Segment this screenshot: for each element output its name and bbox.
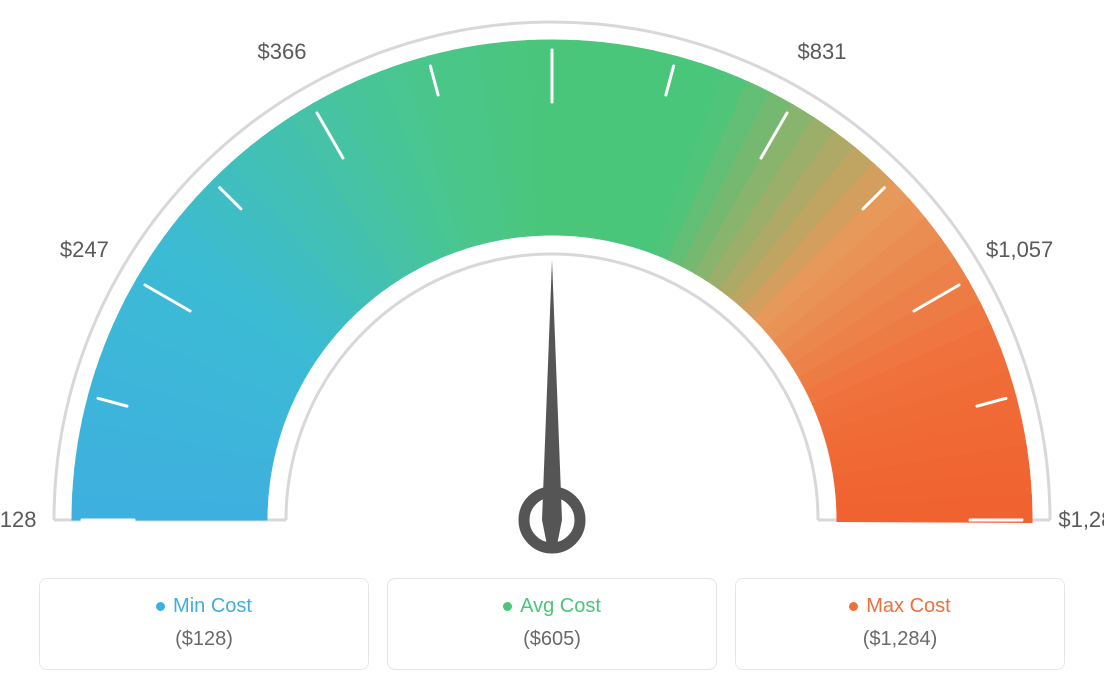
legend-title-min: Min Cost <box>173 595 252 618</box>
legend-avg-cost: Avg Cost ($605) <box>387 578 717 670</box>
gauge-tick-label: $831 <box>798 39 847 65</box>
legend-title-avg: Avg Cost <box>520 595 601 618</box>
legend-dot-avg <box>503 602 512 611</box>
gauge-tick-label: $1,057 <box>986 237 1053 263</box>
gauge-tick-label: $128 <box>0 507 36 533</box>
legend-value-min: ($128) <box>60 628 348 651</box>
legend-value-max: ($1,284) <box>756 628 1044 651</box>
gauge-svg <box>0 0 1104 560</box>
legend-dot-min <box>156 602 165 611</box>
gauge-tick-label: $366 <box>258 39 307 65</box>
gauge-tick-label: $1,284 <box>1058 507 1104 533</box>
gauge-chart: $128$247$366$605$831$1,057$1,284 <box>0 0 1104 560</box>
legend-value-avg: ($605) <box>408 628 696 651</box>
legend-dot-max <box>849 602 858 611</box>
legend-min-cost: Min Cost ($128) <box>39 578 369 670</box>
legend-max-cost: Max Cost ($1,284) <box>735 578 1065 670</box>
legend-title-max: Max Cost <box>866 595 950 618</box>
gauge-tick-label: $247 <box>60 237 109 263</box>
legend-row: Min Cost ($128) Avg Cost ($605) Max Cost… <box>0 578 1104 670</box>
